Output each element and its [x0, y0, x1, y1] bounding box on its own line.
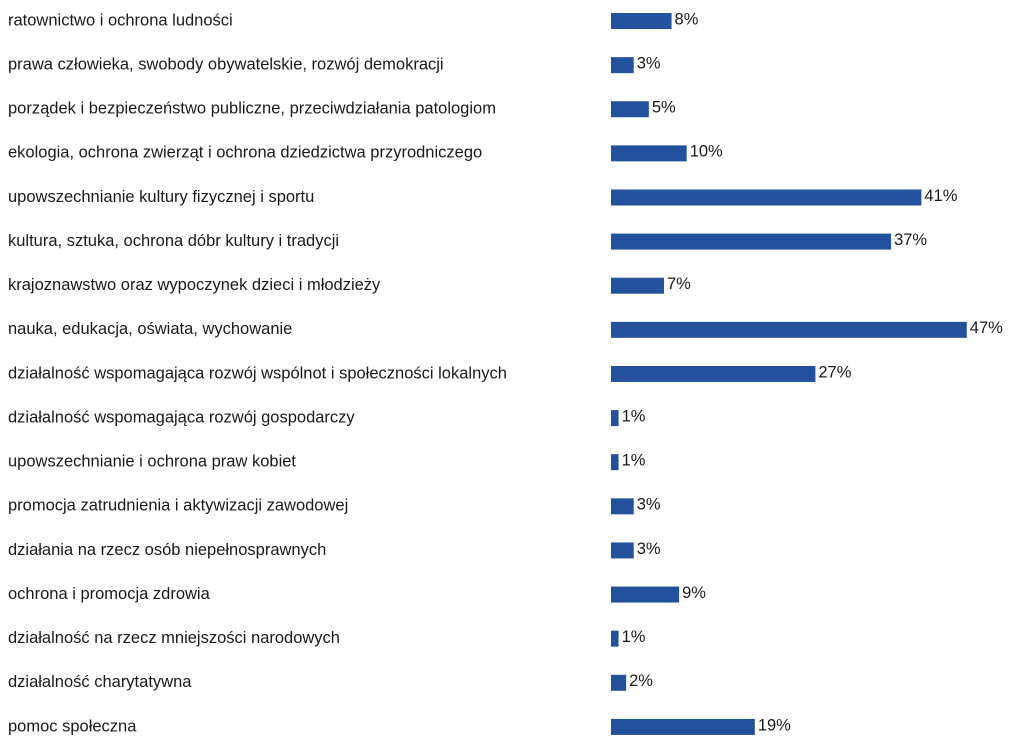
value-label: 5%: [652, 99, 676, 117]
value-label: 1%: [622, 407, 646, 425]
category-label: działania na rzecz osób niepełnosprawnyc…: [8, 541, 326, 559]
bar: [611, 674, 627, 691]
value-label: 2%: [629, 672, 653, 690]
value-label: 41%: [924, 187, 957, 205]
bar: [611, 57, 634, 74]
category-label: działalność na rzecz mniejszości narodow…: [8, 629, 340, 647]
bar: [611, 630, 619, 647]
value-label: 1%: [622, 628, 646, 646]
category-label: kultura, sztuka, ochrona dóbr kultury i …: [8, 232, 339, 250]
category-label: upowszechnianie kultury fizycznej i spor…: [8, 188, 314, 206]
bar: [611, 454, 619, 471]
bar: [611, 233, 892, 250]
value-label: 27%: [818, 363, 851, 381]
value-label: 3%: [637, 54, 661, 72]
category-label: porządek i bezpieczeństwo publiczne, prz…: [8, 100, 496, 118]
category-label: działalność charytatywna: [8, 673, 192, 691]
bar: [611, 498, 634, 515]
value-label: 9%: [682, 584, 706, 602]
bar: [611, 189, 922, 206]
category-label: działalność wspomagająca rozwój gospodar…: [8, 408, 355, 426]
category-label: ochrona i promocja zdrowia: [8, 585, 211, 603]
value-label: 3%: [637, 496, 661, 514]
bar: [611, 410, 619, 427]
category-label: prawa człowieka, swobody obywatelskie, r…: [8, 55, 444, 73]
bar: [611, 542, 634, 559]
bar: [611, 718, 755, 735]
value-label: 3%: [637, 540, 661, 558]
category-label: ekologia, ochrona zwierząt i ochrona dzi…: [8, 144, 482, 162]
value-label: 10%: [690, 143, 723, 161]
category-label: nauka, edukacja, oświata, wychowanie: [8, 320, 292, 338]
bar: [611, 101, 649, 118]
value-label: 37%: [894, 231, 927, 249]
value-label: 7%: [667, 275, 691, 293]
value-label: 47%: [970, 319, 1003, 337]
category-label: krajoznawstwo oraz wypoczynek dzieci i m…: [8, 276, 381, 294]
bar: [611, 13, 672, 29]
value-label: 1%: [622, 452, 646, 470]
bar: [611, 321, 967, 338]
category-label: ratownictwo i ochrona ludności: [8, 11, 233, 29]
value-label: 19%: [758, 716, 791, 734]
category-label: działalność wspomagająca rozwój wspólnot…: [8, 364, 507, 382]
category-label: promocja zatrudnienia i aktywizacji zawo…: [8, 497, 348, 515]
bar: [611, 365, 816, 382]
category-label: upowszechnianie i ochrona praw kobiet: [8, 453, 296, 471]
value-label: 8%: [675, 10, 699, 28]
bar: [611, 277, 664, 294]
bar: [611, 586, 680, 603]
bar: [611, 145, 687, 162]
category-label: pomoc społeczna: [8, 717, 137, 735]
